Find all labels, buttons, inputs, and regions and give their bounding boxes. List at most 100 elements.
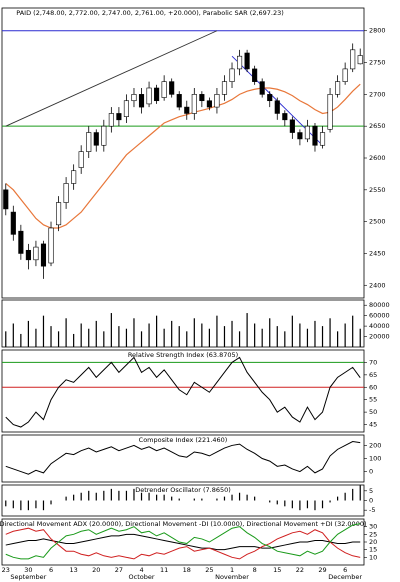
bar [5,331,7,347]
candle-body [221,81,228,95]
candle-body [25,249,31,261]
bar [321,326,324,347]
bar [352,488,354,501]
bar [80,323,82,347]
bar [223,496,226,501]
bar [329,318,331,347]
bar [344,492,346,501]
bar [276,500,278,505]
candle-body [86,132,92,152]
candle-body [184,106,190,114]
bar [148,492,150,501]
bar [110,313,112,347]
bar [352,315,354,347]
y-tick-label: 0 [369,468,373,476]
panel-title: Directional Movement ADX (20.0000), Dire… [0,520,367,528]
candle-body [289,119,295,133]
candle-body [244,52,250,70]
bar [231,320,233,347]
x-tick-label: 8 [253,566,257,574]
candle-body [229,68,235,82]
candle-body [259,81,265,95]
bar [156,494,158,501]
panel-title: PAID (2,748.00, 2,772.00, 2,747.00, 2,76… [16,9,284,17]
candle-body [71,170,77,184]
y-tick-label: 45 [369,421,377,429]
candle-body [176,94,182,108]
y-tick-label: 70 [369,358,377,366]
bar [50,326,52,347]
candle-body [161,81,167,98]
bar [178,498,180,501]
candle-body [214,94,220,108]
y-tick-label: 200 [369,441,381,449]
trendline [5,30,218,127]
indicator-line [5,527,361,560]
bar [359,328,361,347]
bar [118,326,120,347]
bar [284,331,286,347]
candle-body [116,113,122,121]
bar [20,333,22,347]
y-tick-label: 60 [369,383,377,391]
y-tick-label: 2650 [369,122,386,130]
y-tick-label: 40000 [369,322,390,330]
bar [306,328,309,347]
bar [216,315,218,347]
bar [148,323,150,347]
bar [299,500,301,511]
bar [344,323,346,347]
y-tick-label: -5 [369,506,375,514]
bar [88,490,90,501]
bar [223,326,226,347]
panel-title: Relative Strength Index (63.8705) [128,351,238,359]
candle-body [138,94,145,108]
month-label: October [129,573,155,581]
y-tick-label: 2550 [369,186,386,194]
bar [57,331,60,347]
candle-body [342,68,348,82]
panel-frame [1,349,365,433]
bar [140,331,143,347]
x-tick-label: 6 [49,566,53,574]
bar [261,328,263,347]
bar [42,500,45,511]
indicator-line [5,356,361,428]
candle-body [18,230,24,254]
y-tick-label: 0 [369,497,373,505]
candle-body [312,125,318,146]
y-tick-label: 55 [369,396,377,404]
bar [65,496,67,501]
candle-body [297,132,303,140]
candle-body [40,243,47,267]
bar [73,333,75,347]
y-tick-label: 2750 [369,59,386,67]
bar [246,494,248,501]
x-tick-label: 11 [160,566,168,574]
candle-body [206,100,212,108]
candle-body [93,132,99,146]
candle-body [327,94,333,130]
bar [299,323,301,347]
bar [156,315,158,347]
indicator-line [5,533,361,551]
x-tick-label: 6 [343,566,347,574]
bar [171,496,173,501]
candle-body [63,183,69,203]
candle-body [169,81,175,95]
x-tick-label: 25 [205,566,213,574]
y-tick-label: 65 [369,371,377,379]
candle-body [319,132,326,146]
bar [35,500,37,509]
y-tick-label: 100 [369,455,381,463]
candle-body [146,87,152,105]
bar [359,485,361,501]
bar [27,500,29,511]
panel-frame [1,299,365,348]
bar [110,488,112,501]
bar [171,320,173,347]
candle-body [131,94,137,102]
candle-body [267,94,273,102]
candle-body [33,246,39,261]
bar [125,328,128,347]
